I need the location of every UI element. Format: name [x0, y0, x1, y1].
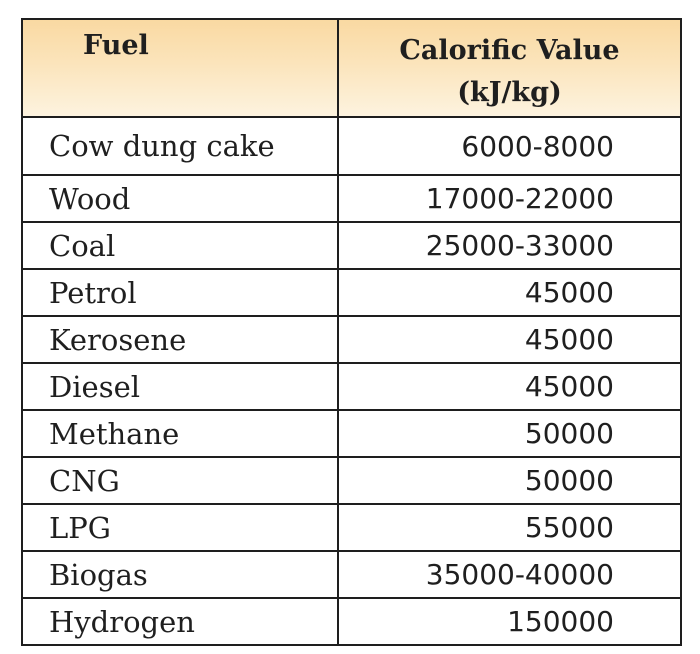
fuel-cell: Biogas [21, 550, 339, 599]
calorific-value-cell: 6000-8000 [337, 116, 682, 176]
table-row: Coal 25000-33000 [21, 221, 682, 270]
calorific-value-cell: 45000 [337, 362, 682, 411]
calorific-value-cell: 25000-33000 [337, 221, 682, 270]
fuel-cell: Wood [21, 174, 339, 223]
calorific-value-cell: 150000 [337, 597, 682, 646]
table-row: Hydrogen 150000 [21, 597, 682, 646]
fuel-cell: LPG [21, 503, 339, 552]
header-calorific-value-unit: (kJ/kg) [457, 77, 562, 108]
header-fuel: Fuel [21, 18, 339, 118]
fuel-cell: CNG [21, 456, 339, 505]
calorific-value-table: Fuel Calorific Value (kJ/kg) Cow dung ca… [21, 18, 682, 646]
table-body: Cow dung cake 6000-8000 Wood 17000-22000 Coa… [21, 116, 682, 646]
table-row: Petrol 45000 [21, 268, 682, 317]
fuel-cell: Methane [21, 409, 339, 458]
calorific-value-cell: 45000 [337, 315, 682, 364]
fuel-cell: Diesel [21, 362, 339, 411]
calorific-value-cell: 55000 [337, 503, 682, 552]
fuel-cell: Kerosene [21, 315, 339, 364]
calorific-value-cell: 45000 [337, 268, 682, 317]
table-row: Diesel 45000 [21, 362, 682, 411]
calorific-value-cell: 50000 [337, 456, 682, 505]
fuel-cell: Coal [21, 221, 339, 270]
table-row: CNG 50000 [21, 456, 682, 505]
table-row: Methane 50000 [21, 409, 682, 458]
table-row: Wood 17000-22000 [21, 174, 682, 223]
calorific-value-cell: 17000-22000 [337, 174, 682, 223]
calorific-value-cell: 50000 [337, 409, 682, 458]
calorific-value-table-container: Fuel Calorific Value (kJ/kg) Cow dung ca… [21, 18, 682, 646]
table-row: LPG 55000 [21, 503, 682, 552]
table-row: Biogas 35000-40000 [21, 550, 682, 599]
header-calorific-value-line1: Calorific Value [399, 35, 620, 66]
header-row: Fuel Calorific Value (kJ/kg) [21, 18, 682, 118]
calorific-value-cell: 35000-40000 [337, 550, 682, 599]
fuel-cell: Hydrogen [21, 597, 339, 646]
table-row: Cow dung cake 6000-8000 [21, 116, 682, 176]
header-calorific-value: Calorific Value (kJ/kg) [337, 18, 682, 118]
fuel-cell: Petrol [21, 268, 339, 317]
fuel-cell: Cow dung cake [21, 116, 339, 176]
table-row: Kerosene 45000 [21, 315, 682, 364]
table-header: Fuel Calorific Value (kJ/kg) [21, 18, 682, 118]
